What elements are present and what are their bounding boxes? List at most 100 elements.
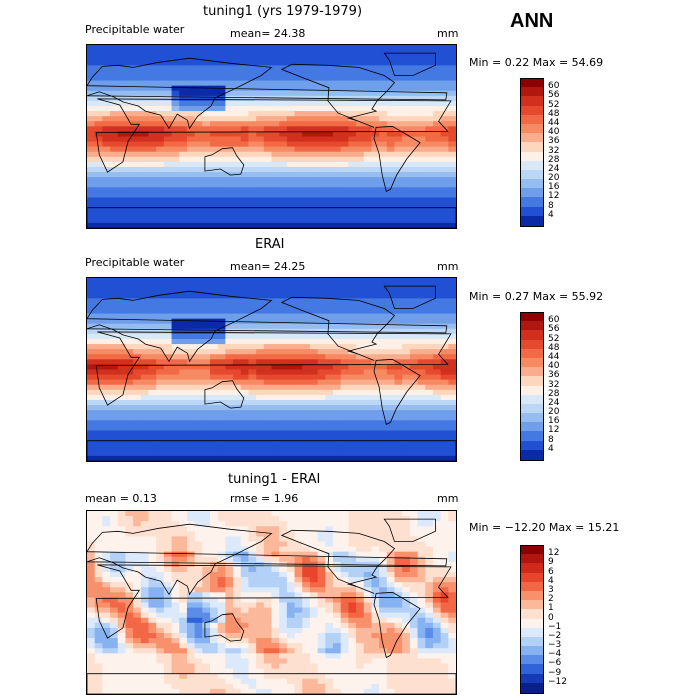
map-cell [156,126,165,133]
map-cell [325,202,334,209]
map-cell [302,531,311,538]
map-cell [102,55,111,61]
map-cell [117,177,127,183]
map-cell [371,207,380,214]
map-cell [279,106,288,112]
map-cell [356,435,365,442]
map-cell [340,653,349,660]
map-cell [217,364,226,371]
map-cell [194,546,203,553]
map-cell [425,207,434,214]
map-cell [333,420,342,427]
map-cell [102,566,111,573]
map-cell [317,516,326,522]
map-cell [417,313,426,320]
map-cell [440,394,449,401]
map-cell [302,182,311,188]
map-cell [233,156,242,163]
map-cell [394,369,403,376]
map-cell [317,293,326,299]
map-cell [394,556,403,563]
map-cell [194,526,203,532]
map-cell [171,364,180,371]
map-cell [425,344,434,350]
map-cell [217,182,226,188]
map-cell [409,455,419,461]
map-cell [402,400,411,406]
map-cell [117,384,127,391]
map-cell [202,333,211,340]
map-cell [210,116,219,122]
map-cell [102,344,111,350]
map-cell [356,90,365,97]
map-cell [210,177,219,183]
map-cell [363,354,373,360]
map-cell [194,354,203,360]
map-cell [409,430,419,437]
map-cell [233,151,242,158]
map-cell [194,212,203,219]
map-cell [248,617,257,624]
map-cell [402,587,411,593]
map-cell [263,653,273,660]
map-cell [394,80,403,87]
map-cell [294,374,303,381]
map-cell [440,400,449,406]
map-cell [356,50,365,56]
map-cell [179,369,188,376]
map-cell [125,435,134,442]
map-cell [117,141,127,148]
map-cell [348,592,357,599]
map-cell [394,151,403,158]
map-cell [402,116,411,122]
map-cell [171,445,180,452]
map-cell [317,70,326,77]
map-cell [394,90,403,97]
map-cell [417,425,426,432]
map-cell [302,303,311,310]
map-cell [179,172,188,178]
map-cell [94,116,103,122]
map-cell [225,313,234,320]
map-cell [394,405,403,411]
map-cell [448,293,456,299]
map-cell [417,607,426,614]
map-cell [248,379,257,386]
map-cell [271,318,280,325]
map-cell [363,531,373,538]
map-cell [348,339,357,345]
map-cell [210,278,219,284]
map-cell [317,546,326,553]
map-cell [432,100,442,107]
map-cell [325,435,334,442]
map-cell [402,450,411,457]
map-cell [256,85,265,92]
map-cell [248,111,257,117]
map-cell [448,283,456,289]
map-cell [448,222,456,228]
map-cell [440,45,449,51]
map-cell [179,521,188,527]
map-cell [379,318,388,325]
map-cell [417,364,426,371]
map-cell [417,531,426,538]
map-cell [240,643,250,649]
map-cell [333,131,342,138]
map-cell [102,551,111,558]
map-cell [363,50,373,56]
map-cell [202,561,211,568]
map-cell [233,572,242,578]
map-cell [117,425,127,432]
map-cell [402,202,411,209]
map-cell [409,60,419,66]
map-cell [394,364,403,371]
map-cell [371,192,380,199]
map-cell [356,379,365,386]
map-cell [248,582,257,588]
map-cell [440,323,449,330]
map-cell [271,90,280,97]
map-cell [171,80,180,87]
map-cell [148,293,157,299]
map-cell [286,308,296,315]
map-cell [94,151,103,158]
